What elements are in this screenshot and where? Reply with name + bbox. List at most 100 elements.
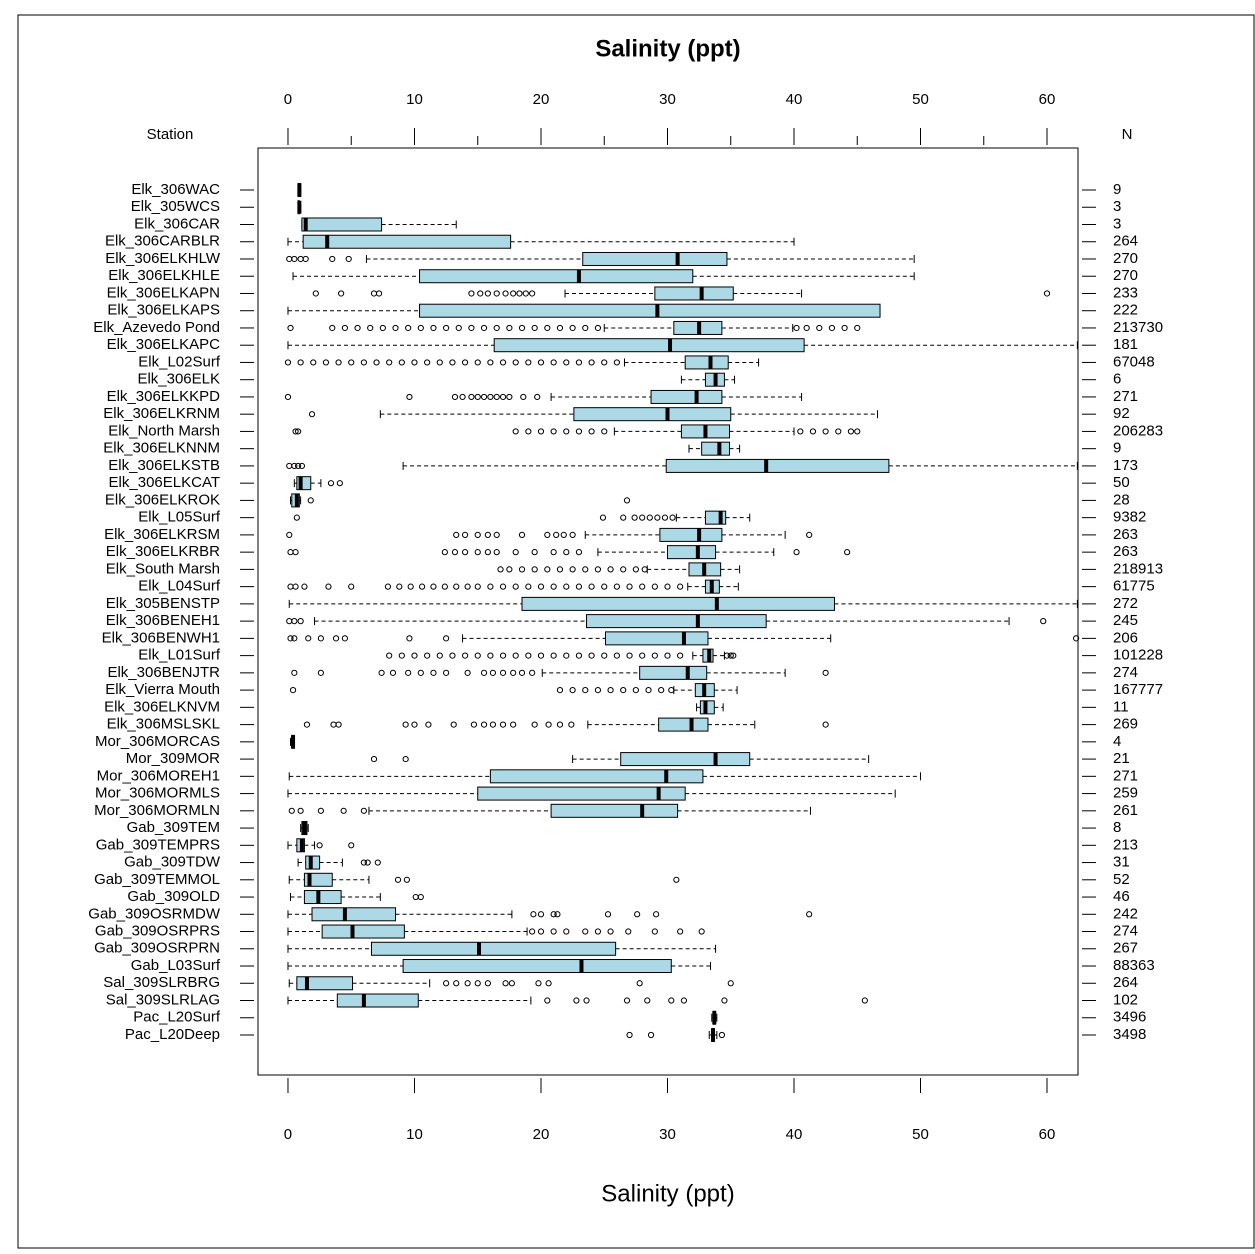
n-label: 263	[1113, 543, 1138, 560]
outlier	[806, 531, 813, 538]
outlier	[430, 324, 437, 332]
outlier	[531, 324, 538, 332]
station-label: Sal_309SLRBRG	[103, 974, 220, 991]
outlier	[654, 514, 661, 521]
outlier	[493, 393, 500, 401]
outlier	[537, 583, 545, 590]
outlier	[464, 583, 471, 590]
outlier	[286, 618, 293, 625]
outlier	[841, 324, 848, 332]
outlier	[639, 514, 646, 521]
outlier	[499, 583, 507, 590]
outlier	[443, 635, 450, 642]
outlier	[550, 549, 557, 556]
outlier	[407, 583, 414, 590]
outlier	[520, 393, 527, 401]
outlier	[288, 807, 295, 814]
outlier	[537, 652, 545, 659]
outlier	[537, 911, 545, 918]
outlier	[803, 324, 810, 332]
n-label: 4	[1113, 733, 1121, 750]
n-label: 102	[1113, 991, 1138, 1008]
station-label: Elk_306BENJTR	[107, 664, 220, 681]
outlier	[497, 566, 504, 573]
outlier	[531, 721, 538, 728]
n-label: 274	[1113, 922, 1138, 939]
x-tick-label: 20	[533, 1126, 550, 1143]
outlier	[556, 324, 564, 332]
outlier	[298, 462, 305, 470]
outlier	[329, 324, 336, 332]
n-label: 218913	[1113, 560, 1163, 577]
outlier	[449, 359, 456, 366]
outlier	[291, 618, 298, 625]
outlier	[348, 359, 355, 366]
outlier	[793, 549, 800, 556]
outlier	[487, 393, 494, 401]
outlier	[402, 721, 409, 728]
station-label: Elk_306CAR	[134, 215, 220, 232]
outlier	[626, 583, 633, 590]
outlier	[563, 549, 570, 556]
outlier	[828, 324, 836, 332]
outlier	[677, 583, 684, 590]
outlier	[286, 462, 293, 470]
outlier	[822, 669, 829, 676]
box	[659, 527, 723, 542]
outlier	[537, 428, 545, 435]
station-label: Gab_L03Surf	[131, 957, 221, 974]
outlier	[461, 652, 469, 659]
outlier	[499, 393, 507, 401]
box	[521, 596, 835, 611]
outlier	[455, 324, 462, 332]
station-label: Elk_L05Surf	[138, 509, 221, 526]
outlier	[569, 566, 576, 573]
outlier	[531, 566, 538, 573]
outlier	[292, 549, 299, 556]
outlier	[287, 549, 294, 556]
outlier	[522, 290, 529, 297]
station-label: Elk_L01Surf	[138, 647, 221, 664]
outlier	[525, 428, 532, 435]
station-label: Mor_309MOR	[126, 750, 220, 767]
outlier	[406, 393, 413, 401]
n-label: 21	[1113, 750, 1130, 767]
outlier	[360, 359, 367, 366]
box	[301, 217, 383, 232]
outlier	[563, 359, 570, 366]
n-label: 274	[1113, 664, 1138, 681]
outlier	[441, 583, 448, 590]
outlier	[723, 652, 731, 659]
outlier	[453, 583, 460, 590]
outlier	[305, 635, 312, 642]
outlier	[330, 721, 337, 728]
outlier	[556, 721, 564, 728]
n-label: 88363	[1113, 957, 1155, 974]
box	[321, 924, 405, 939]
outlier	[535, 980, 542, 987]
outlier	[506, 324, 513, 332]
n-label: 3	[1113, 215, 1121, 232]
outlier	[468, 324, 475, 332]
outlier	[449, 652, 456, 659]
n-label: 61775	[1113, 578, 1155, 595]
outlier	[502, 290, 509, 297]
outlier	[664, 652, 671, 659]
outlier	[632, 687, 639, 694]
outlier	[499, 721, 507, 728]
n-label: 3498	[1113, 1026, 1146, 1043]
station-label: Elk_306ELKROK	[105, 491, 220, 508]
outlier	[499, 652, 507, 659]
n-label: 3496	[1113, 1009, 1146, 1026]
outlier	[443, 669, 450, 676]
outlier	[560, 531, 567, 538]
n-label: 52	[1113, 871, 1130, 888]
outlier	[537, 928, 545, 935]
outlier	[370, 290, 378, 297]
outlier	[468, 290, 475, 297]
outlier	[550, 428, 557, 435]
outlier	[594, 928, 602, 935]
outlier	[474, 583, 481, 590]
outlier	[474, 393, 481, 401]
outlier	[553, 531, 560, 538]
